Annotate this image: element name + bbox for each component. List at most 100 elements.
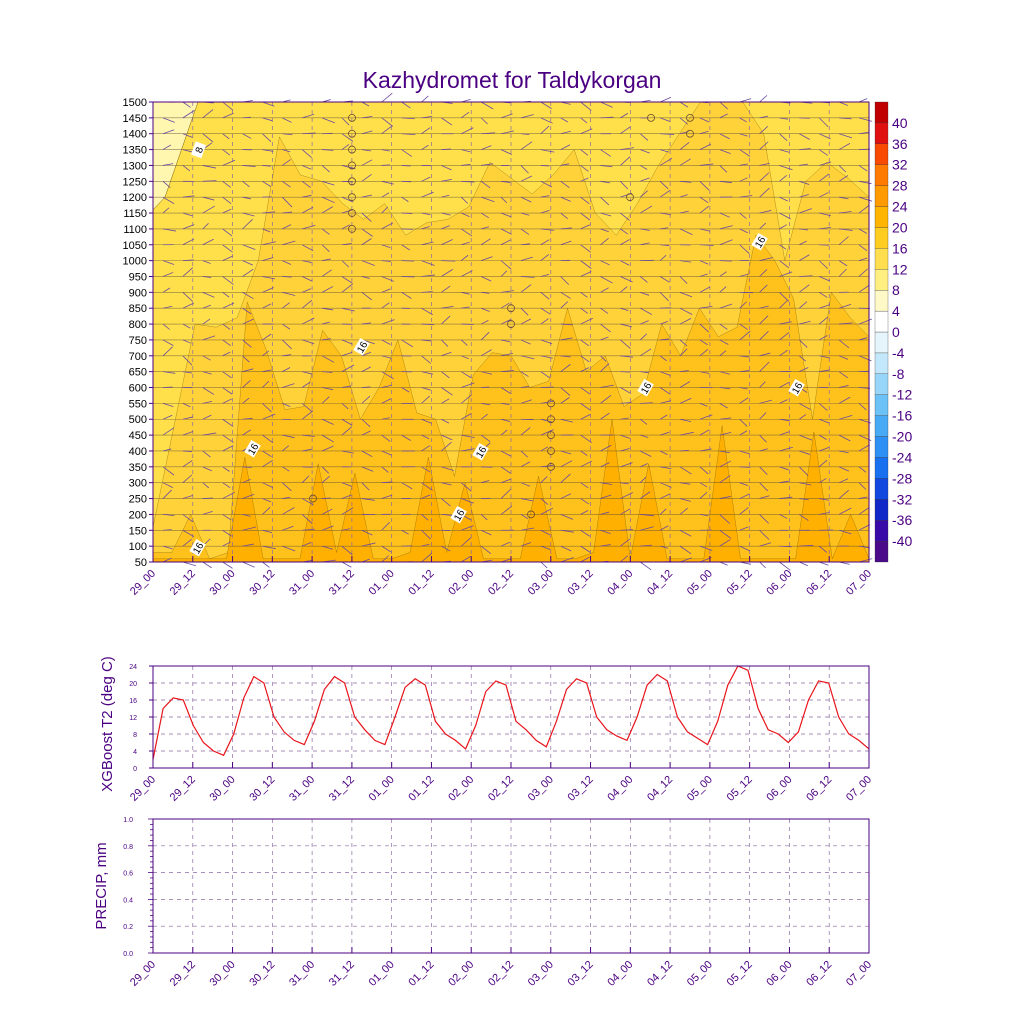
wind-barb xyxy=(321,117,336,124)
wind-barb xyxy=(381,434,391,442)
wind-barb xyxy=(381,319,395,325)
wind-barb xyxy=(839,211,852,214)
wind-barb xyxy=(699,466,709,475)
wind-barb xyxy=(739,418,748,427)
wind-barb xyxy=(341,209,354,214)
colorbar-label: -24 xyxy=(892,449,912,465)
y-tick-label: 750 xyxy=(129,335,147,347)
wind-barb xyxy=(282,482,292,492)
wind-barb xyxy=(620,448,630,452)
wind-barb xyxy=(779,381,790,388)
wind-barb xyxy=(381,450,392,456)
wind-barb xyxy=(620,323,632,328)
wind-barb xyxy=(262,380,270,388)
wind-barb xyxy=(262,287,274,293)
wind-barb xyxy=(421,418,432,424)
wind-barb xyxy=(401,101,411,109)
wind-barb xyxy=(858,117,873,122)
wind-barb xyxy=(480,413,488,420)
wind-barb xyxy=(401,196,409,202)
wind-barb xyxy=(580,224,590,230)
wind-barb xyxy=(739,212,747,219)
wind-barb xyxy=(242,180,250,188)
wind-barb xyxy=(520,196,532,203)
colorbar-swatch xyxy=(874,185,889,207)
wind-barb xyxy=(679,339,688,347)
wind-barb xyxy=(739,133,748,137)
wind-barb xyxy=(381,206,389,214)
wind-barb xyxy=(282,496,291,499)
wind-barb xyxy=(799,339,808,348)
x-tick-label: 29_12 xyxy=(168,568,198,598)
wind-barb xyxy=(162,545,173,550)
wind-barb xyxy=(421,323,435,326)
wind-barb xyxy=(819,161,832,166)
wind-barb xyxy=(262,545,276,550)
wind-barb xyxy=(222,387,233,395)
wind-barb xyxy=(640,418,648,425)
wind-barb xyxy=(302,371,313,375)
wind-barb xyxy=(520,276,535,278)
wind-barb xyxy=(222,208,232,214)
wind-barb xyxy=(660,371,671,376)
wind-barb xyxy=(818,459,828,468)
wind-barb xyxy=(441,441,452,452)
wind-barb xyxy=(600,165,613,168)
y-tick-label: 1500 xyxy=(123,97,147,109)
contour-label: 16 xyxy=(753,235,768,251)
wind-barb xyxy=(182,431,194,436)
wind-barb xyxy=(401,228,413,230)
wind-barb xyxy=(461,149,471,153)
wind-barb xyxy=(441,339,449,347)
y-tick-label: 300 xyxy=(129,478,147,490)
wind-barb xyxy=(838,143,851,150)
y-tick-label: 600 xyxy=(129,383,147,395)
wind-barb xyxy=(202,260,211,264)
wind-barb xyxy=(242,380,251,388)
wind-barb xyxy=(540,339,553,345)
calm-circle xyxy=(647,113,655,122)
wind-barb xyxy=(580,260,592,269)
wind-barb xyxy=(560,355,571,358)
wind-barb xyxy=(779,260,790,269)
wind-barb xyxy=(202,355,211,361)
wind-barb xyxy=(500,302,510,309)
wind-barb xyxy=(262,450,272,458)
wind-barb xyxy=(421,482,433,491)
wind-barb xyxy=(779,545,792,548)
colorbar-swatch xyxy=(874,436,889,458)
wind-barb xyxy=(600,116,614,119)
wind-barb xyxy=(640,526,654,531)
wind-barb xyxy=(162,339,174,346)
wind-barb xyxy=(660,400,672,404)
wind-barb xyxy=(341,385,352,388)
wind-barb xyxy=(779,149,790,153)
colorbar-label: 12 xyxy=(892,261,908,277)
wind-barb xyxy=(361,529,373,536)
wind-barb xyxy=(202,276,212,278)
wind-barb xyxy=(560,292,571,299)
wind-barb xyxy=(520,527,535,531)
wind-barb xyxy=(182,224,195,230)
wind-barb xyxy=(560,323,573,326)
wind-barb xyxy=(699,273,708,277)
wind-barb xyxy=(679,228,693,236)
wind-barb xyxy=(222,196,232,204)
wind-barb xyxy=(361,292,372,301)
wind-barb xyxy=(759,466,768,475)
wind-barb xyxy=(222,255,233,261)
wind-barb xyxy=(540,561,548,569)
wind-barb xyxy=(699,371,710,374)
wind-barb xyxy=(659,525,669,531)
wind-barb xyxy=(560,473,571,483)
wind-barb xyxy=(302,317,315,325)
wind-barb xyxy=(520,339,531,345)
wind-barb xyxy=(461,164,471,166)
wind-barb xyxy=(679,210,689,214)
wind-barb xyxy=(520,114,534,119)
wind-barb xyxy=(759,448,768,452)
x-tick-label: 01_00 xyxy=(367,959,397,989)
wind-barb xyxy=(580,128,593,135)
colorbar-label: 4 xyxy=(892,303,900,319)
wind-barb xyxy=(480,101,494,110)
